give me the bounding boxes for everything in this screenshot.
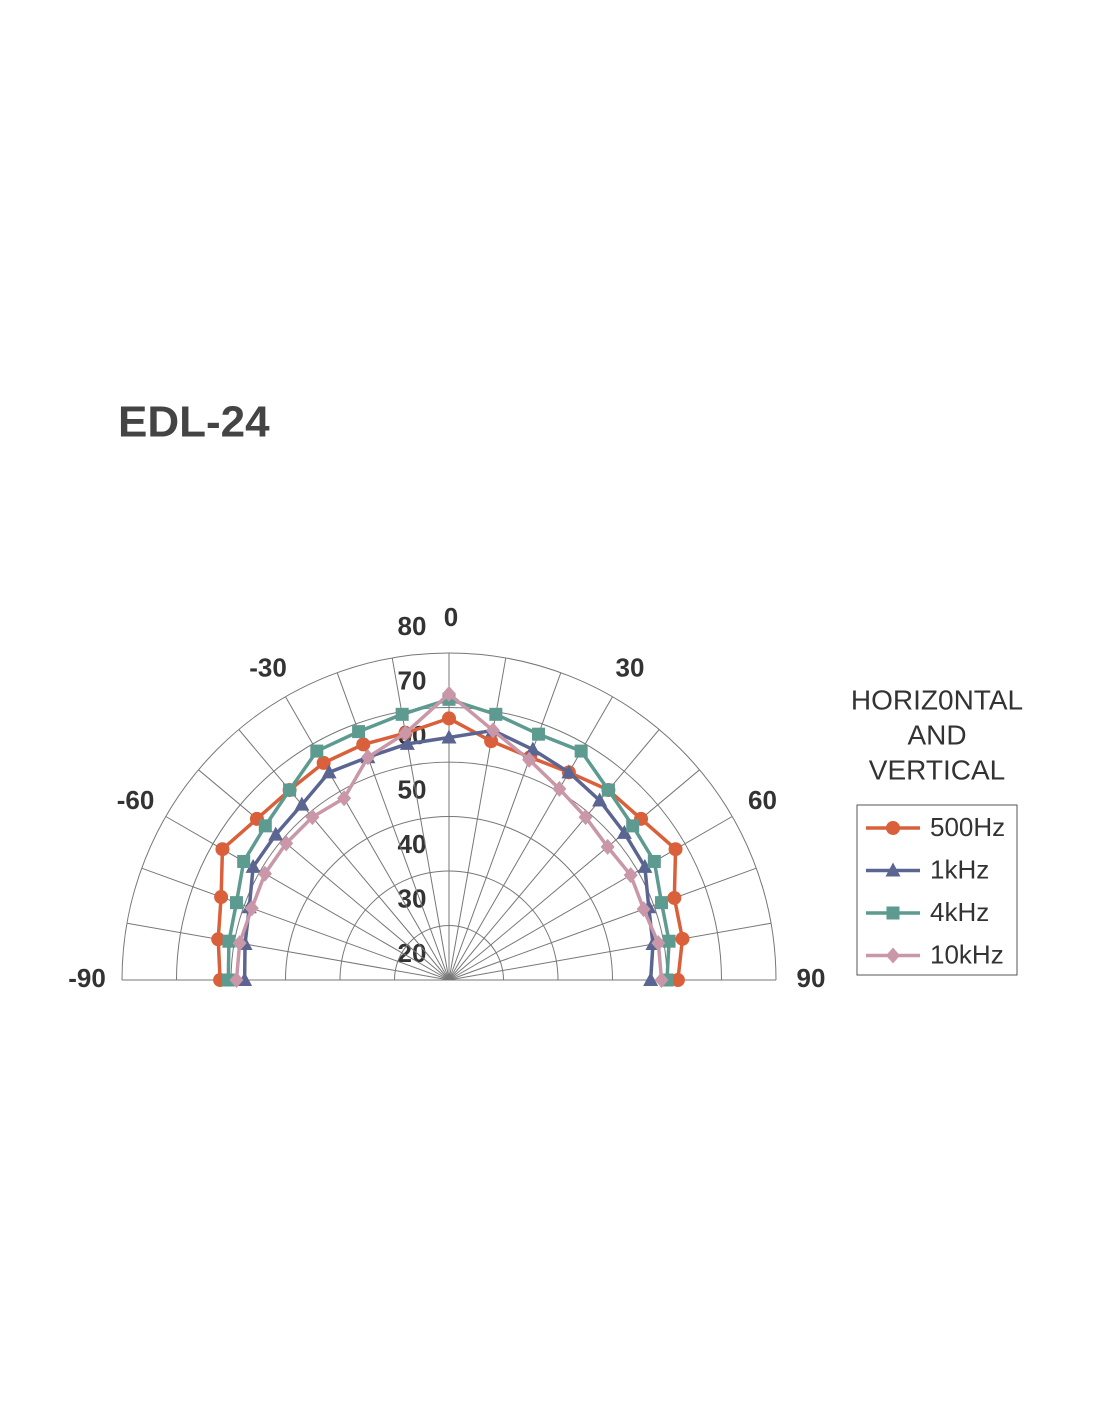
grid-spoke — [448, 816, 733, 981]
marker — [643, 972, 659, 986]
marker — [258, 819, 272, 833]
r-tick-label: 50 — [398, 774, 427, 804]
grid-spoke — [165, 816, 450, 981]
legend-title-line: VERTICAL — [869, 754, 1005, 785]
marker — [616, 824, 632, 839]
theta-tick-label: 30 — [616, 652, 645, 682]
marker — [886, 947, 900, 964]
marker — [486, 722, 501, 739]
marker — [232, 935, 247, 952]
marker — [522, 751, 537, 768]
marker — [229, 896, 243, 910]
marker — [395, 707, 409, 721]
marker — [310, 744, 324, 758]
grid-spoke — [198, 769, 450, 981]
marker — [279, 835, 294, 852]
theta-tick-label: 90 — [797, 963, 826, 993]
marker — [592, 792, 608, 807]
grid-spoke — [336, 672, 450, 981]
marker — [214, 890, 229, 905]
marker — [574, 744, 588, 758]
marker — [221, 973, 235, 987]
marker — [885, 862, 901, 877]
grid-spoke — [448, 672, 562, 981]
marker — [655, 896, 669, 910]
marker — [229, 972, 244, 988]
grid-spoke — [285, 696, 450, 981]
marker — [215, 842, 230, 857]
legend-label: 500Hz — [930, 812, 1005, 842]
marker — [552, 780, 567, 797]
marker — [561, 764, 577, 779]
marker — [626, 819, 640, 833]
marker — [321, 764, 337, 779]
theta-tick-label: 60 — [748, 785, 777, 815]
marker — [257, 865, 272, 882]
grid-spoke — [238, 729, 450, 981]
theta-tick-label: -60 — [117, 785, 155, 815]
marker — [283, 783, 297, 797]
legend-title-line: AND — [907, 719, 966, 750]
marker — [600, 838, 615, 855]
marker — [637, 858, 653, 873]
marker — [398, 725, 413, 742]
marker — [886, 906, 900, 920]
marker — [356, 737, 371, 752]
theta-tick-label: -30 — [249, 652, 287, 682]
grid-spoke — [448, 769, 700, 981]
marker — [211, 932, 226, 947]
marker — [651, 935, 666, 952]
marker — [245, 858, 261, 873]
marker — [667, 890, 682, 905]
grid-spoke — [448, 729, 660, 981]
marker — [654, 972, 669, 988]
marker — [360, 749, 375, 766]
marker — [244, 900, 259, 917]
legend-label: 1kHz — [930, 854, 989, 884]
marker — [316, 755, 331, 770]
theta-tick-label: -90 — [68, 963, 106, 993]
marker — [294, 796, 310, 811]
marker — [886, 821, 900, 835]
marker — [399, 735, 415, 750]
r-tick-label: 40 — [398, 829, 427, 859]
legend-box — [856, 804, 1018, 976]
marker — [647, 854, 661, 868]
legend-label: 10kHz — [930, 939, 1004, 969]
marker — [489, 707, 503, 721]
marker — [484, 734, 499, 749]
marker — [601, 783, 615, 797]
marker — [268, 826, 284, 841]
chart-title: EDL-24 — [118, 398, 270, 447]
marker — [636, 901, 651, 918]
marker — [222, 934, 236, 948]
marker — [442, 685, 456, 702]
grid-spoke — [141, 867, 450, 981]
grid-spoke — [448, 696, 613, 981]
marker — [623, 867, 638, 884]
marker — [670, 973, 685, 987]
marker — [442, 711, 456, 726]
marker — [337, 790, 352, 807]
theta-tick-label: 0 — [444, 602, 458, 632]
legend-title-line: HORIZ0NTAL — [851, 684, 1023, 715]
marker — [237, 854, 251, 868]
marker — [578, 809, 593, 826]
marker — [675, 931, 690, 946]
grid-spoke — [448, 867, 757, 981]
marker — [668, 842, 683, 857]
r-tick-label: 70 — [398, 665, 427, 695]
marker — [352, 725, 366, 739]
legend-label: 4kHz — [930, 897, 989, 927]
r-tick-label: 80 — [398, 611, 427, 641]
grid-spoke — [126, 922, 450, 981]
marker — [441, 729, 457, 744]
grid-spoke — [448, 922, 772, 981]
marker — [305, 809, 320, 826]
marker — [531, 727, 545, 741]
marker — [662, 934, 676, 948]
